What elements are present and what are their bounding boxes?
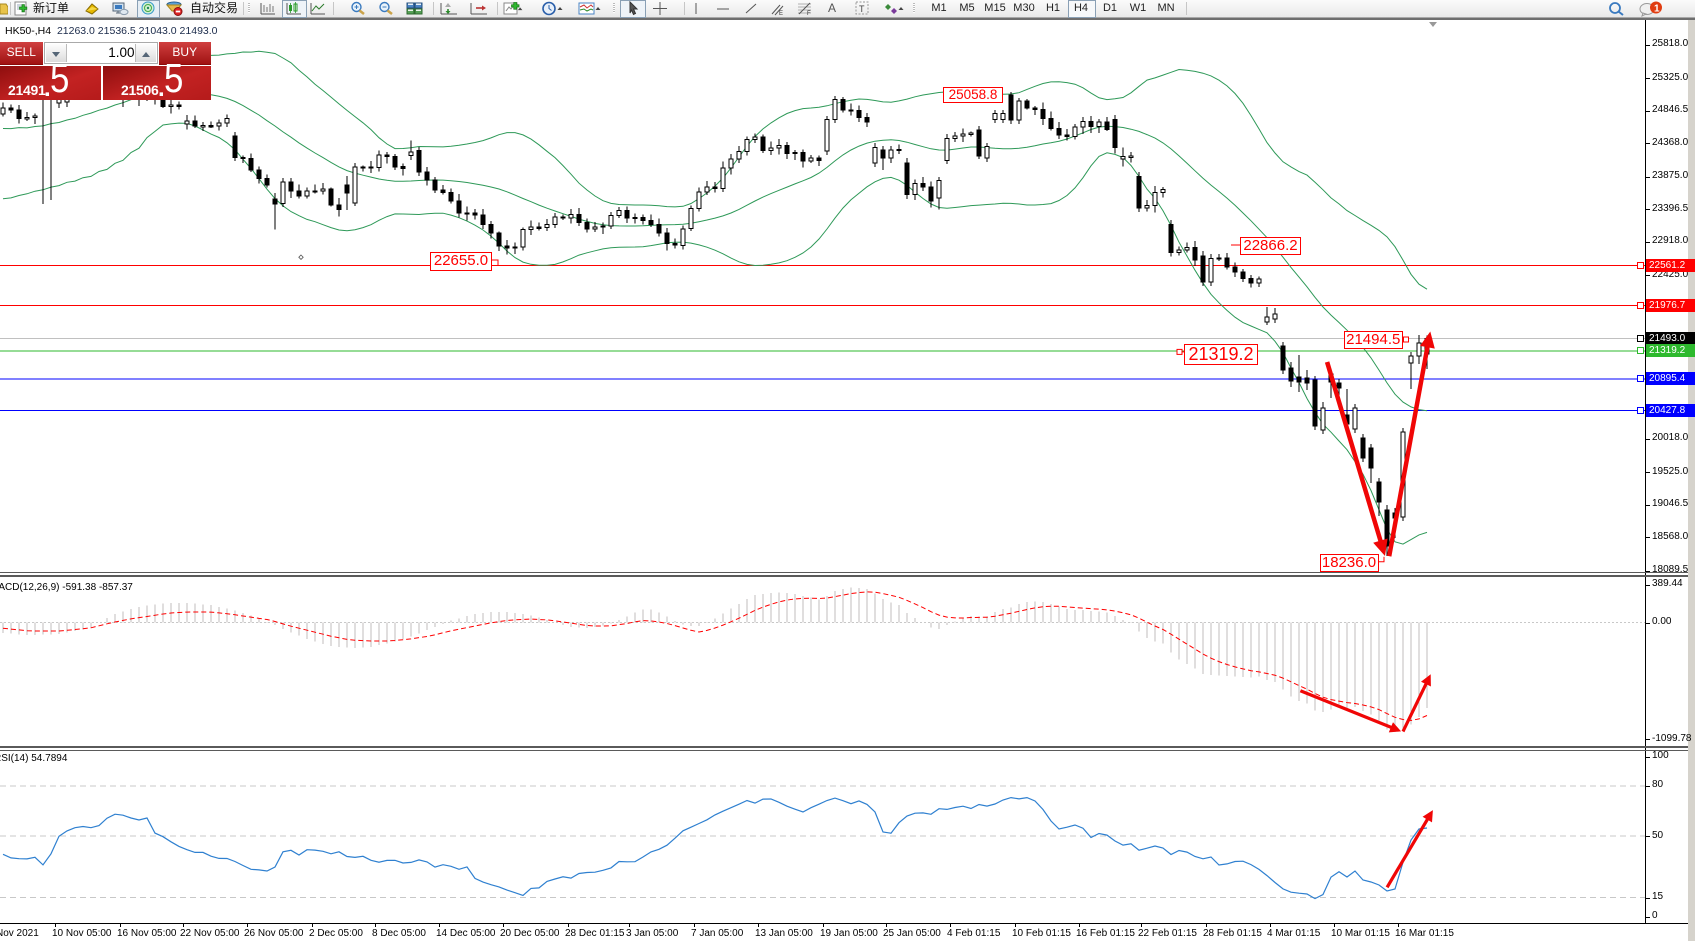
svg-text:1: 1 xyxy=(1654,4,1660,15)
svg-text:F: F xyxy=(807,11,811,16)
svg-text:T: T xyxy=(859,4,865,14)
svg-text:E: E xyxy=(779,11,783,16)
